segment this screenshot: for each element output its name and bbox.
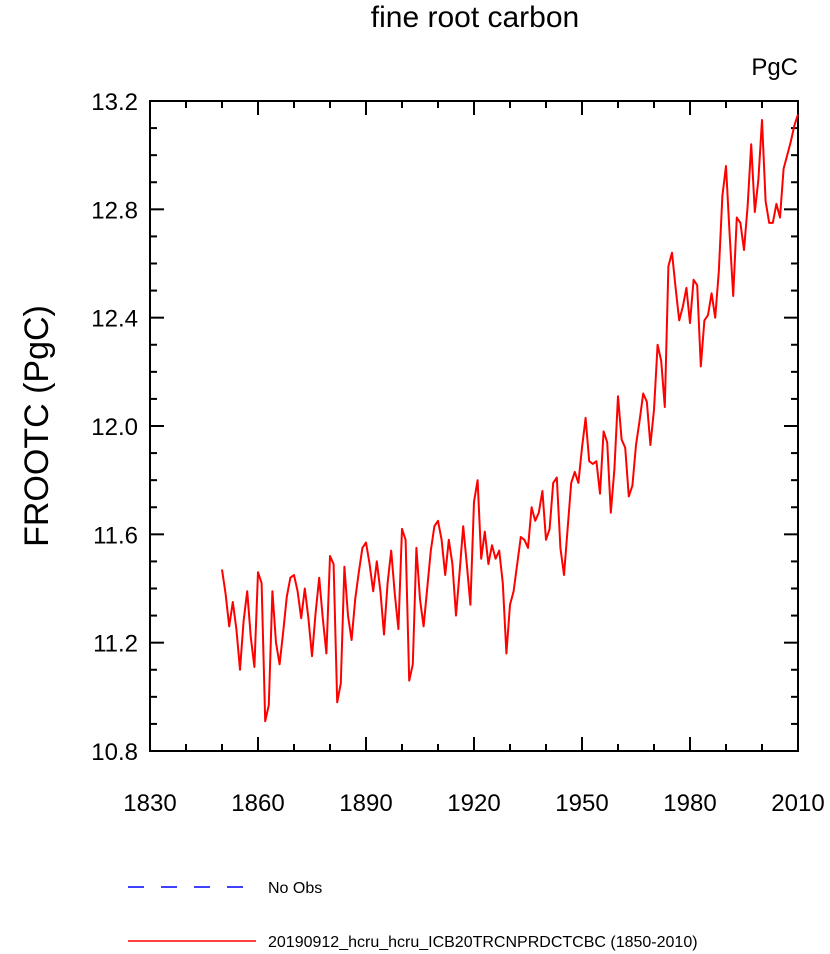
y-axis-label: FROOTC (PgC) [18, 305, 56, 547]
y-tick-label: 12.0 [91, 414, 138, 441]
units-label: PgC [751, 54, 798, 81]
y-axis: 10.8 11.2 11.6 12.0 12.4 12.8 13.2 [91, 89, 798, 766]
y-tick-label: 13.2 [91, 89, 138, 116]
plot-frame [149, 100, 799, 752]
series-line-0 [221, 114, 799, 723]
x-tick-label: 1950 [555, 790, 608, 817]
x-axis: 1830 1860 1890 1920 1950 1980 2010 [123, 101, 825, 817]
legend-label-no-obs: No Obs [268, 880, 322, 897]
x-tick-label: 1860 [231, 790, 284, 817]
legend: 20190912_hcru_hcru_ICB20TRCNPRDCTCBC (18… [128, 880, 698, 951]
x-tick-label: 2010 [771, 790, 824, 817]
x-tick-label: 1980 [663, 790, 716, 817]
x-tick-label: 1830 [123, 790, 176, 817]
y-tick-label: 10.8 [91, 739, 138, 766]
plot-lines [221, 114, 799, 723]
y-tick-label: 12.4 [91, 306, 138, 333]
y-tick-label: 11.6 [93, 522, 138, 549]
chart-title: fine root carbon [371, 1, 579, 34]
y-tick-label: 12.8 [91, 197, 138, 224]
x-tick-label: 1920 [447, 790, 500, 817]
legend-label-model: 20190912_hcru_hcru_ICB20TRCNPRDCTCBC (18… [268, 934, 698, 951]
x-tick-label: 1890 [339, 790, 392, 817]
y-tick-label: 11.2 [93, 631, 138, 658]
